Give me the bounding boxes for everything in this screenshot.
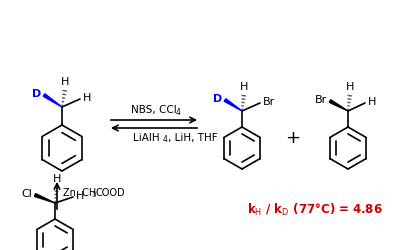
Text: Br: Br	[263, 97, 275, 107]
Text: 4: 4	[176, 108, 181, 117]
Polygon shape	[224, 99, 242, 111]
Text: Zn, CH: Zn, CH	[63, 188, 96, 198]
Polygon shape	[43, 94, 62, 107]
Text: H: H	[240, 82, 248, 92]
Text: H: H	[53, 174, 61, 184]
Text: +: +	[286, 129, 300, 147]
Polygon shape	[34, 194, 55, 203]
Text: H: H	[83, 93, 91, 103]
Text: COOD: COOD	[95, 188, 125, 198]
Text: 4: 4	[163, 135, 168, 144]
Text: Br: Br	[315, 95, 327, 105]
Text: D: D	[32, 89, 42, 99]
Text: Cl: Cl	[22, 189, 32, 199]
Text: NBS, CCl: NBS, CCl	[131, 105, 177, 115]
Text: , LiH, THF: , LiH, THF	[168, 133, 218, 143]
Text: k$_\mathrm{H}$ / k$_\mathrm{D}$ (77°C) = 4.86: k$_\mathrm{H}$ / k$_\mathrm{D}$ (77°C) =…	[247, 202, 383, 218]
Text: H: H	[61, 77, 69, 87]
Text: H: H	[368, 97, 376, 107]
Text: H: H	[346, 82, 354, 92]
Text: 3: 3	[91, 192, 96, 198]
Text: H: H	[76, 191, 84, 201]
Polygon shape	[329, 100, 348, 111]
Text: LiAlH: LiAlH	[133, 133, 159, 143]
Text: D: D	[213, 94, 223, 104]
